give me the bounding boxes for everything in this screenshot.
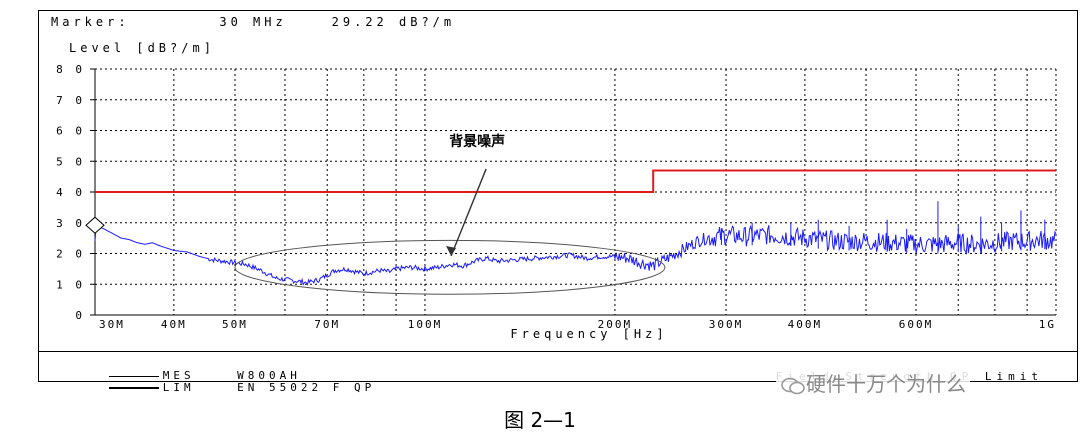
marker-value: 29.22 dB?/m [331,15,456,29]
arrowhead-icon [446,245,457,256]
annotation-layer: 背景噪声 [85,133,666,295]
emission-chart: 0 1 0 2 0 3 0 4 0 5 0 6 0 7 0 8 0 30M 40M 50M 70M 100… [56,63,1057,341]
y-tick-label: 0 [75,309,85,322]
emc-plot-frame: Marker: 30 MHz 29.22 dB?/m Level [dB?/m]… [38,10,1078,394]
y-tick-label: 3 0 [56,217,85,230]
noise-ellipse [234,239,666,295]
x-tick-label: 40M [161,318,187,331]
x-axis-title: Frequency [Hz] [510,327,667,341]
x-tick-label: 300M [709,318,744,331]
marker-diamond-icon [85,216,105,234]
y-tick-label: 6 0 [56,125,85,138]
legend-row-mes: MES W800AH [45,356,301,395]
x-tick-label: 50M [222,318,248,331]
legend-code-mes: MES [162,369,195,382]
x-tick-label: 100M [408,318,443,331]
chart-axes: 0 1 0 2 0 3 0 4 0 5 0 6 0 7 0 8 0 30M 40M 50M 70M 100… [56,63,1056,331]
annotation-label: 背景噪声 [449,133,505,150]
series-line-mes [94,224,1057,286]
series-line-limit [95,169,1056,193]
watermark: 硬件十万个为什么 [776,368,970,397]
marker-label: Marker: [51,15,130,29]
legend-code-lim: LIM [162,381,195,394]
annotation-arrow [450,168,487,257]
y-axis-title: Level [dB?/m] [69,41,215,55]
watermark-text: 硬件十万个为什么 [806,372,966,396]
y-tick-label: 5 0 [56,155,85,168]
x-tick-label: 70M [314,318,340,331]
legend-swatch-mes [108,375,159,377]
y-tick-label: 7 0 [56,94,85,107]
legend-desc-mes: W800AH [237,369,301,382]
legend-desc-lim: EN 55022 F QP [237,381,376,394]
series-layer [94,169,1057,286]
x-tick-label: 200M [598,318,633,331]
figure-caption: 图 2—1 [504,408,576,432]
x-tick-label: 600M [899,318,934,331]
y-tick-label: 1 0 [56,278,85,291]
y-tick-label: 4 0 [56,186,85,199]
x-tick-label: 400M [788,318,823,331]
marker-frequency: 30 MHz [219,15,287,29]
x-tick-label: 1G [1039,318,1056,331]
marker-readout: Marker: 30 MHz 29.22 dB?/m [51,15,455,29]
y-tick-label: 2 0 [56,248,85,261]
legend-swatch-lim [108,387,159,389]
wechat-icon [781,377,805,394]
legend-row-lim: LIM EN 55022 F QP [45,368,375,407]
y-tick-label: 8 0 [56,63,85,76]
x-tick-label: 30M [99,318,125,331]
